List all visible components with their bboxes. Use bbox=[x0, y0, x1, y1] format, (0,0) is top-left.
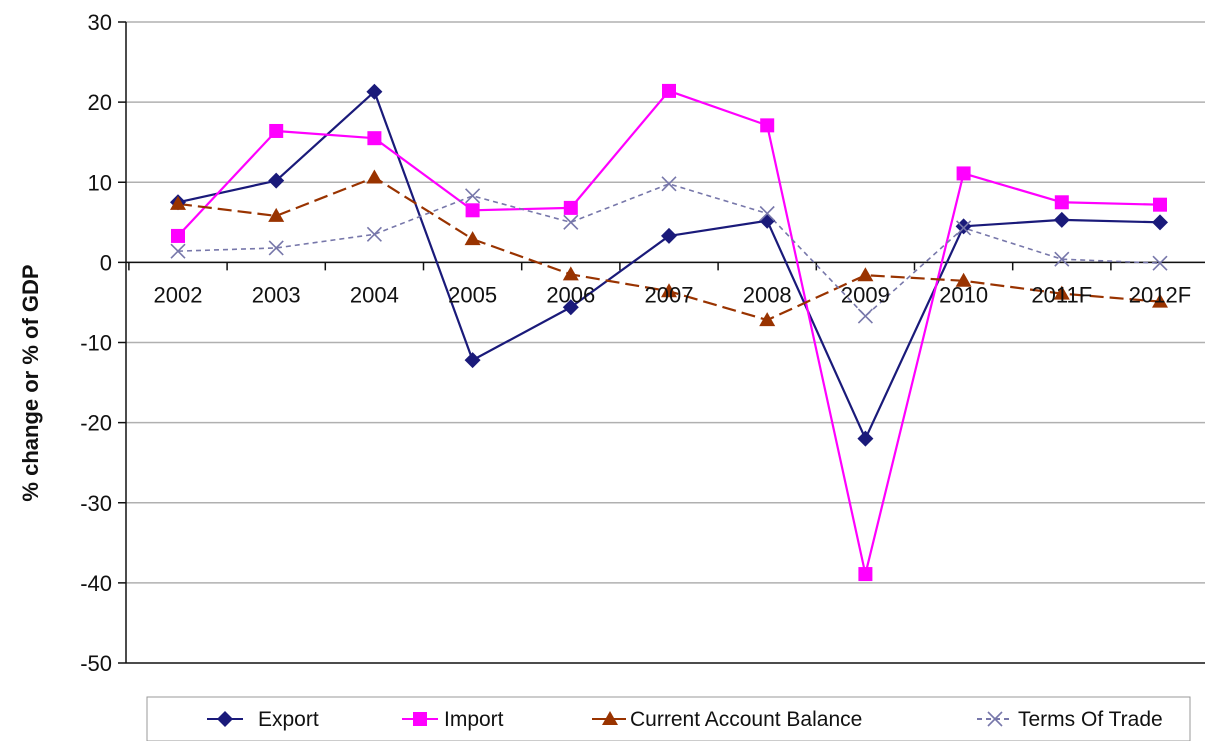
data-point-export bbox=[857, 430, 874, 447]
data-point-terms-of-trade bbox=[268, 240, 284, 256]
x-tick-label: 2004 bbox=[350, 282, 399, 307]
legend-marker-export bbox=[217, 711, 233, 727]
y-tick-label: -10 bbox=[80, 331, 112, 356]
data-point-export bbox=[955, 218, 972, 235]
data-point-current-account-balance bbox=[464, 231, 481, 246]
data-point-import bbox=[1054, 195, 1069, 210]
data-point-export bbox=[661, 227, 677, 244]
series-line-terms-of-trade bbox=[177, 183, 1161, 317]
x-tick-label: 2012F bbox=[1129, 282, 1191, 307]
data-point-import bbox=[171, 228, 185, 243]
x-tick-label: 2010 bbox=[939, 282, 988, 307]
data-point-import bbox=[956, 166, 971, 181]
y-axis-title: % change or % of GDP bbox=[18, 264, 43, 501]
x-tick-label: 2005 bbox=[448, 282, 497, 307]
data-point-export bbox=[268, 172, 285, 189]
data-point-current-account-balance bbox=[857, 267, 874, 282]
x-tick-label: 2009 bbox=[841, 282, 890, 307]
data-point-import bbox=[563, 200, 578, 215]
data-point-current-account-balance bbox=[268, 207, 285, 222]
data-point-current-account-balance bbox=[955, 272, 972, 287]
data-point-import bbox=[760, 118, 775, 133]
legend-label-export: Export bbox=[258, 708, 319, 731]
legend-label-current-account-balance: Current Account Balance bbox=[630, 708, 862, 731]
legend-marker-import bbox=[413, 712, 427, 726]
legend-label-import: Import bbox=[444, 708, 504, 731]
y-tick-label: 30 bbox=[88, 10, 112, 35]
data-point-current-account-balance bbox=[1053, 285, 1070, 300]
legend-box bbox=[146, 696, 1191, 741]
y-tick-label: -30 bbox=[80, 491, 112, 516]
y-tick-label: -20 bbox=[80, 411, 112, 436]
series-line-import bbox=[177, 89, 1161, 576]
data-point-import bbox=[367, 131, 382, 146]
data-point-terms-of-trade bbox=[857, 308, 873, 324]
data-point-terms-of-trade bbox=[170, 243, 186, 259]
data-point-terms-of-trade bbox=[956, 220, 972, 236]
x-tick-label: 2008 bbox=[743, 282, 792, 307]
data-point-terms-of-trade bbox=[1054, 251, 1070, 267]
marker-layer bbox=[170, 83, 1168, 582]
data-point-current-account-balance bbox=[1152, 293, 1168, 308]
legend-marker-terms-of-trade bbox=[987, 711, 1003, 727]
label-layer: 2002 2003 2004 2005 2006 2007 2008 2009 2010 2011… bbox=[154, 282, 1192, 307]
data-point-current-account-balance bbox=[366, 169, 383, 184]
y-tick-label: -50 bbox=[80, 651, 112, 676]
data-point-current-account-balance bbox=[562, 266, 579, 281]
data-point-terms-of-trade bbox=[465, 188, 481, 204]
data-point-terms-of-trade bbox=[1152, 255, 1168, 271]
data-point-import bbox=[858, 567, 873, 582]
y-tick-label: 0 bbox=[100, 250, 112, 275]
legend-label-terms-of-trade: Terms Of Trade bbox=[1018, 708, 1163, 731]
y-tick-label: 10 bbox=[88, 170, 112, 195]
x-tick-label: 2007 bbox=[645, 282, 694, 307]
series-layer bbox=[177, 89, 1161, 576]
data-point-current-account-balance bbox=[759, 312, 776, 327]
x-tick-label: 2002 bbox=[154, 282, 203, 307]
data-point-export bbox=[759, 212, 776, 229]
data-point-import bbox=[662, 83, 676, 98]
data-point-import bbox=[269, 123, 284, 138]
x-tick-label: 2006 bbox=[546, 282, 595, 307]
data-point-terms-of-trade bbox=[759, 205, 775, 222]
legend-marker-current-account-balance bbox=[602, 711, 618, 725]
data-point-terms-of-trade bbox=[366, 226, 382, 242]
data-point-import bbox=[465, 203, 480, 218]
x-tick-label: 2011F bbox=[1031, 282, 1092, 307]
data-point-export bbox=[1152, 214, 1168, 231]
data-point-current-account-balance bbox=[661, 283, 677, 298]
data-point-current-account-balance bbox=[170, 195, 186, 210]
data-point-export bbox=[562, 299, 579, 316]
data-point-terms-of-trade bbox=[661, 176, 677, 192]
data-point-export bbox=[1053, 211, 1070, 228]
data-point-export bbox=[464, 352, 481, 369]
data-point-import bbox=[1153, 197, 1167, 212]
y-tick-label: -40 bbox=[80, 571, 112, 596]
legend: Export Import Current Account Balance Terms… bbox=[146, 696, 1191, 741]
y-tick-label: 20 bbox=[88, 90, 112, 115]
x-tick-label: 2003 bbox=[252, 282, 301, 307]
data-point-export bbox=[366, 83, 383, 100]
data-point-terms-of-trade bbox=[563, 214, 579, 230]
